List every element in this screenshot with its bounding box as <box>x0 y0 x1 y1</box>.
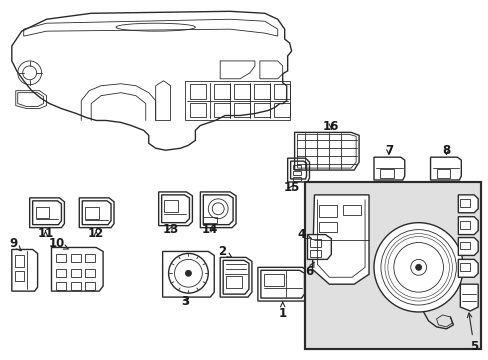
Bar <box>15 271 24 281</box>
Bar <box>71 269 81 277</box>
Bar <box>214 103 230 117</box>
Text: 7: 7 <box>384 144 392 157</box>
Text: 13: 13 <box>162 223 178 236</box>
Bar <box>253 103 269 117</box>
Bar <box>36 207 48 218</box>
Bar <box>304 182 480 349</box>
Bar <box>163 200 177 212</box>
Bar <box>234 103 249 117</box>
Polygon shape <box>457 260 477 277</box>
Bar <box>234 84 249 99</box>
Text: 9: 9 <box>10 237 21 251</box>
Bar <box>85 269 95 277</box>
Bar <box>459 264 469 271</box>
Polygon shape <box>312 195 368 284</box>
Bar <box>214 84 230 99</box>
Text: 4: 4 <box>297 228 310 241</box>
Text: 2: 2 <box>218 245 231 258</box>
Bar <box>343 205 360 215</box>
Polygon shape <box>307 235 331 260</box>
Text: 5: 5 <box>467 313 477 353</box>
Polygon shape <box>457 217 477 235</box>
Circle shape <box>415 264 421 270</box>
Bar <box>85 255 95 262</box>
Bar <box>71 282 81 290</box>
Circle shape <box>373 223 462 312</box>
Text: 12: 12 <box>88 227 104 240</box>
Bar <box>71 255 81 262</box>
Bar <box>459 221 469 229</box>
Bar <box>273 84 289 99</box>
Text: 1: 1 <box>278 302 286 320</box>
Bar <box>56 255 66 262</box>
Bar <box>56 269 66 277</box>
Polygon shape <box>457 238 477 255</box>
Circle shape <box>185 270 191 276</box>
Bar <box>379 169 393 178</box>
Bar <box>253 84 269 99</box>
Text: 11: 11 <box>38 227 54 240</box>
Text: 8: 8 <box>442 144 449 157</box>
Text: 10: 10 <box>48 237 68 250</box>
Bar <box>225 276 242 288</box>
Polygon shape <box>459 284 477 311</box>
Bar <box>56 282 66 290</box>
Text: 14: 14 <box>202 223 218 236</box>
Bar <box>310 239 321 247</box>
Bar <box>85 282 95 290</box>
Bar <box>436 169 449 178</box>
Bar <box>273 103 289 117</box>
Bar <box>459 199 469 207</box>
Bar <box>203 217 217 223</box>
Bar <box>310 251 321 257</box>
Text: 15: 15 <box>283 181 299 194</box>
Polygon shape <box>457 195 477 213</box>
Bar <box>304 182 480 349</box>
Bar <box>292 171 300 175</box>
Bar <box>15 255 24 267</box>
Bar <box>292 165 300 169</box>
Bar <box>190 84 206 99</box>
Bar <box>85 207 99 219</box>
Bar <box>459 242 469 249</box>
Bar <box>264 274 283 286</box>
Bar <box>292 177 300 181</box>
Text: 6: 6 <box>305 262 313 278</box>
Bar <box>319 222 337 231</box>
Bar <box>190 103 206 117</box>
Text: 3: 3 <box>181 294 189 307</box>
Text: 16: 16 <box>323 120 339 133</box>
Bar <box>319 205 337 217</box>
